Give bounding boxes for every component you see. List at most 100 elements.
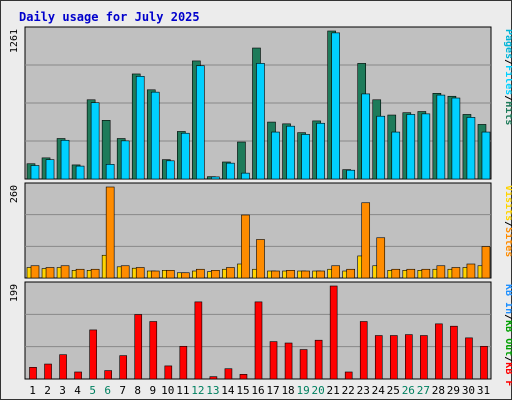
bar-kb-f-day-4 — [74, 371, 82, 380]
bar-kb-f-day-15 — [239, 374, 248, 380]
bar-kb-f-day-13 — [209, 376, 218, 380]
bar-sites-day-26 — [406, 268, 416, 279]
bar-files-day-2 — [45, 159, 55, 180]
bar-kb-f-day-19 — [299, 349, 308, 380]
bar-sites-day-12 — [196, 268, 205, 279]
bar-kb-f-day-31 — [480, 345, 488, 380]
x-tick-label-day-19: 19 — [296, 384, 309, 397]
x-tick-label-day-28: 28 — [432, 384, 445, 397]
x-tick-label-day-12: 12 — [191, 384, 204, 397]
x-tick-label-day-4: 4 — [74, 384, 81, 397]
bar-kb-f-day-30 — [465, 337, 473, 380]
bar-files-day-23 — [361, 93, 371, 180]
bar-sites-day-10 — [165, 269, 175, 279]
bar-files-day-22 — [346, 169, 355, 180]
bar-files-day-1 — [30, 165, 40, 180]
legend-entry: / — [503, 314, 512, 320]
bar-files-day-27 — [421, 113, 431, 180]
panel-2-legend: Visits/Sites — [503, 185, 512, 257]
x-tick-label-day-21: 21 — [327, 384, 340, 397]
bar-kb-f-day-2 — [44, 363, 52, 380]
bar-files-day-28 — [436, 94, 446, 180]
bar-files-day-24 — [376, 115, 386, 180]
legend-entry: KB In — [503, 284, 512, 314]
bar-files-day-16 — [256, 63, 265, 180]
bar-files-day-5 — [90, 102, 100, 180]
bar-sites-day-4 — [75, 268, 85, 279]
bar-sites-day-19 — [301, 270, 310, 279]
x-tick-label-day-17: 17 — [266, 384, 279, 397]
panel-1-legend: Pages/Files/Hits — [503, 29, 512, 125]
bar-sites-day-16 — [256, 239, 265, 279]
x-tick-label-day-29: 29 — [447, 384, 460, 397]
bar-files-day-12 — [196, 65, 205, 180]
bar-kb-f-day-27 — [420, 335, 428, 380]
x-tick-label-day-15: 15 — [236, 384, 249, 397]
bar-files-day-8 — [135, 76, 145, 180]
legend-entry: / — [503, 59, 512, 65]
legend-entry: KB Out — [503, 320, 512, 356]
bar-files-day-14 — [226, 162, 235, 180]
bar-sites-day-30 — [466, 263, 476, 279]
bar-sites-day-28 — [436, 265, 446, 279]
bar-sites-day-24 — [376, 237, 386, 279]
bar-files-day-15 — [241, 172, 250, 180]
legend-entry: / — [503, 356, 512, 362]
bar-kb-f-day-9 — [149, 321, 158, 380]
bar-kb-f-day-20 — [314, 339, 323, 380]
legend-entry: / — [503, 95, 512, 101]
x-tick-label-day-7: 7 — [119, 384, 126, 397]
bar-kb-f-day-16 — [254, 301, 263, 380]
panel-2-ymax-label: 260 — [9, 185, 20, 203]
legend-entry: Sites — [503, 227, 512, 257]
bar-kb-f-day-10 — [164, 365, 173, 380]
bar-sites-day-8 — [135, 267, 145, 279]
bar-sites-day-22 — [346, 268, 355, 279]
bar-kb-f-day-5 — [89, 329, 97, 380]
panel-3-legend: KB In/KB Out/KB F — [503, 284, 512, 386]
bar-files-day-25 — [391, 131, 401, 180]
x-tick-label-day-11: 11 — [176, 384, 189, 397]
bar-files-day-6 — [105, 164, 115, 180]
bar-kb-f-day-26 — [405, 334, 413, 380]
bar-sites-day-13 — [211, 269, 220, 279]
legend-entry: Files — [503, 65, 512, 95]
bar-files-day-17 — [271, 131, 280, 180]
bar-kb-f-day-25 — [389, 335, 398, 380]
x-tick-label-day-18: 18 — [281, 384, 294, 397]
bar-files-day-18 — [286, 125, 295, 180]
legend-entry: Pages — [503, 29, 512, 59]
bar-sites-day-20 — [316, 270, 325, 279]
bar-files-day-10 — [165, 160, 175, 180]
x-tick-label-day-10: 10 — [161, 384, 174, 397]
x-tick-label-day-8: 8 — [134, 384, 141, 397]
bar-kb-f-day-18 — [284, 342, 293, 380]
x-tick-label-day-2: 2 — [44, 384, 51, 397]
bar-sites-day-3 — [60, 265, 70, 279]
bar-files-day-26 — [406, 114, 416, 180]
bar-sites-day-11 — [181, 272, 190, 279]
bar-kb-f-day-3 — [59, 354, 67, 380]
bar-kb-f-day-21 — [329, 285, 338, 380]
bar-kb-f-day-12 — [194, 301, 203, 380]
x-tick-label-day-6: 6 — [104, 384, 111, 397]
bar-kb-f-day-1 — [29, 367, 37, 380]
bar-files-day-9 — [150, 91, 160, 180]
x-tick-label-day-20: 20 — [312, 384, 325, 397]
x-tick-label-day-16: 16 — [251, 384, 264, 397]
bar-sites-day-1 — [30, 265, 40, 279]
bar-sites-day-21 — [331, 265, 340, 279]
x-tick-label-day-5: 5 — [89, 384, 96, 397]
x-tick-label-day-3: 3 — [59, 384, 66, 397]
x-tick-label-day-31: 31 — [477, 384, 490, 397]
bar-sites-day-31 — [481, 246, 491, 279]
bar-files-day-19 — [301, 134, 310, 180]
legend-entry: / — [503, 221, 512, 227]
bar-sites-day-15 — [241, 214, 250, 279]
x-tick-label-day-30: 30 — [462, 384, 475, 397]
bar-files-day-20 — [316, 122, 325, 180]
bar-files-day-3 — [60, 139, 70, 180]
legend-entry: Hits — [503, 101, 512, 125]
